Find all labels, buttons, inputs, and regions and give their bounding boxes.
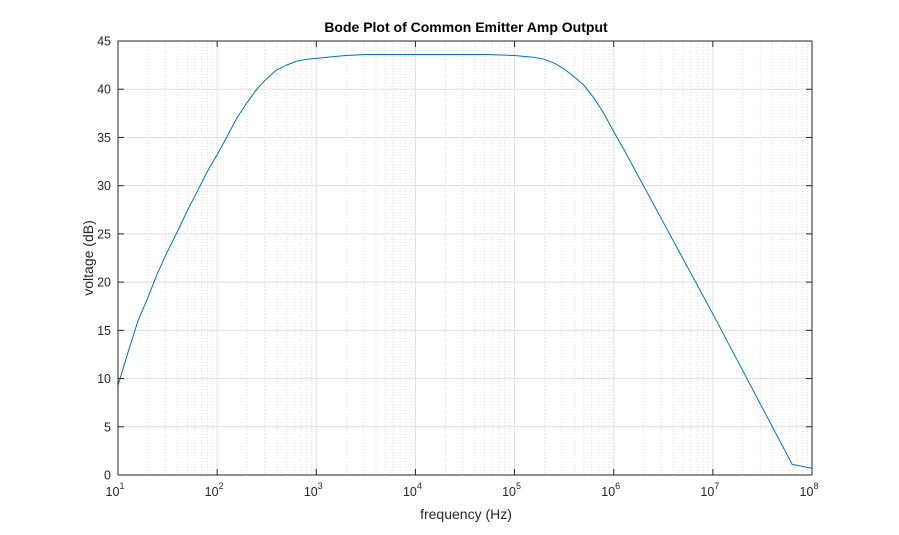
x-tick-label: 105 [502, 481, 521, 499]
x-tick-base: 10 [502, 485, 516, 499]
x-tick-exponent: 5 [516, 481, 521, 491]
x-tick-label: 104 [403, 481, 422, 499]
y-tick-label: 10 [97, 372, 111, 386]
x-tick-label: 101 [106, 481, 125, 499]
chart-title: Bode Plot of Common Emitter Amp Output [324, 19, 608, 35]
x-tick-base: 10 [800, 485, 814, 499]
series-line [117, 54, 813, 469]
x-tick-label: 107 [700, 481, 719, 499]
x-tick-base: 10 [304, 485, 318, 499]
major-grid [117, 40, 813, 476]
y-tick-label: 20 [97, 276, 111, 290]
y-tick-label: 5 [104, 420, 111, 434]
x-tick-base: 10 [106, 485, 120, 499]
x-tick-exponent: 3 [318, 481, 323, 491]
axes-box [117, 40, 813, 476]
x-tick-label: 103 [304, 481, 323, 499]
y-tick-label: 15 [97, 324, 111, 338]
x-tick-label: 102 [205, 481, 224, 499]
x-tick-base: 10 [601, 485, 615, 499]
y-tick-label: 45 [97, 35, 111, 49]
x-tick-base: 10 [403, 485, 417, 499]
y-tick-label: 35 [97, 131, 111, 145]
ticks: 101 102 103 104 105 106 107 1080510152025303540… [97, 35, 818, 500]
series-layer [117, 54, 813, 469]
y-axis-label: voltage (dB) [80, 220, 96, 295]
x-tick-exponent: 4 [417, 481, 422, 491]
x-tick-base: 10 [700, 485, 714, 499]
x-tick-base: 10 [205, 485, 219, 499]
x-axis-label: frequency (Hz) [420, 506, 512, 522]
y-tick-label: 40 [97, 83, 111, 97]
x-tick-exponent: 8 [813, 481, 818, 491]
x-tick-exponent: 6 [615, 481, 620, 491]
x-tick-label: 108 [800, 481, 819, 499]
x-tick-exponent: 2 [219, 481, 224, 491]
y-tick-label: 0 [104, 469, 111, 483]
minor-grid [147, 41, 808, 475]
y-tick-label: 30 [97, 179, 111, 193]
axes-frame [117, 40, 813, 476]
x-tick-label: 106 [601, 481, 620, 499]
x-tick-exponent: 1 [119, 481, 124, 491]
x-tick-exponent: 7 [714, 481, 719, 491]
y-tick-label: 25 [97, 227, 111, 241]
